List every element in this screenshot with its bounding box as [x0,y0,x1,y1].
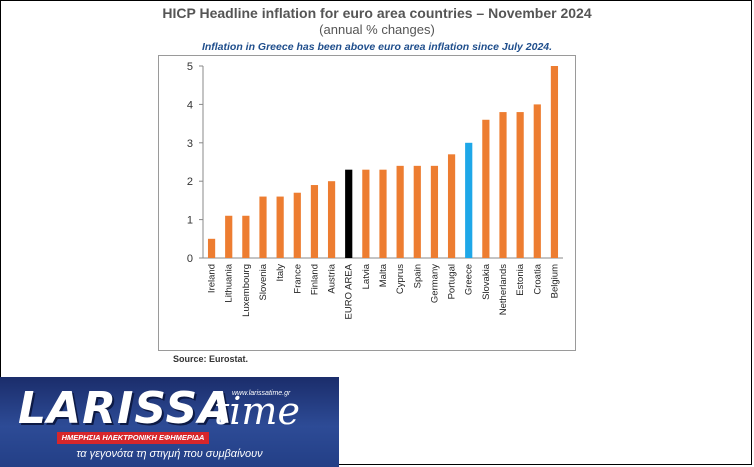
bar-ireland [207,238,216,258]
bar-france [293,192,301,258]
bar-belgium [550,66,559,258]
y-tick-label: 1 [187,215,193,227]
y-tick-label: 0 [187,253,193,265]
bar-luxembourg [242,215,250,258]
bar-chart: 0 1 2 3 4 5 Ireland Lithuania Luxembourg Slovenia… [187,61,563,319]
x-tick-label: Greece [464,264,475,295]
bar-spain [413,165,421,258]
logo-tagline: τα γεγονότα τη στιγμή που συμβαίνουν [76,448,263,460]
bar-netherlands [499,112,507,258]
bar-slovakia [482,119,490,258]
x-tick-label: Malta [378,263,389,287]
x-tick-label: Cyprus [395,264,406,294]
x-tick-label: Spain [412,264,423,288]
x-tick-label: France [292,264,303,294]
x-tick-label: Finland [309,264,320,295]
x-tick-label: Croatia [532,263,543,294]
x-tick-label: Italy [275,264,286,282]
logo-time-word: time [214,389,300,433]
x-tick-label: Austria [327,263,338,293]
bar-euro-area [345,169,353,258]
x-tick-label: Luxembourg [241,264,252,317]
y-tick-label: 4 [187,99,193,111]
x-tick-label: Germany [429,264,440,303]
bar-portugal [447,154,456,258]
x-tick-label: Belgium [549,264,560,298]
bar-germany [430,165,439,258]
y-tick-label: 5 [187,61,193,73]
bar-greece [465,142,473,258]
bar-latvia [362,169,370,258]
source-note: Source: Eurostat. [173,354,249,364]
bar-finland [310,185,319,258]
bar-slovenia [259,196,267,258]
logo-red-band: ΗΜΕΡΗΣΙΑ ΗΛΕΚΤΡΟΝΙΚΗ ΕΦΗΜΕΡΙΔΑ [57,432,209,444]
x-tick-label: Lithuania [224,263,235,302]
x-tick-label: Latvia [361,263,372,289]
logo-wordmark: LARISSA [18,383,234,434]
bar-estonia [516,112,524,258]
bar-austria [327,181,336,258]
x-tick-label: Portugal [447,264,458,299]
x-tick-label: Estonia [515,263,526,295]
y-tick-label: 3 [187,138,193,150]
x-tick-label: Ireland [207,264,218,293]
chart-subtitle: (annual % changes) [319,22,435,37]
bar-croatia [533,104,541,259]
chart-note: Inflation in Greece has been above euro … [201,41,553,53]
bar-cyprus [396,165,404,258]
x-tick-label: Slovenia [258,263,269,300]
y-tick-label: 2 [187,176,193,188]
x-tick-label: Slovakia [481,263,492,300]
x-tick-label: EURO AREA [344,263,355,319]
bar-lithuania [225,215,233,258]
logo-url: www.larissatime.gr [232,390,291,397]
larissatime-logo-banner[interactable]: LARISSA time www.larissatime.gr ΗΜΕΡΗΣΙΑ… [0,377,339,467]
chart-title: HICP Headline inflation for euro area co… [162,5,592,21]
x-tick-label: Netherlands [498,264,509,315]
chart-plot-area: 0 1 2 3 4 5 Ireland Lithuania Luxembourg Slovenia… [158,55,576,351]
bar-malta [379,169,387,258]
bar-italy [276,196,284,258]
